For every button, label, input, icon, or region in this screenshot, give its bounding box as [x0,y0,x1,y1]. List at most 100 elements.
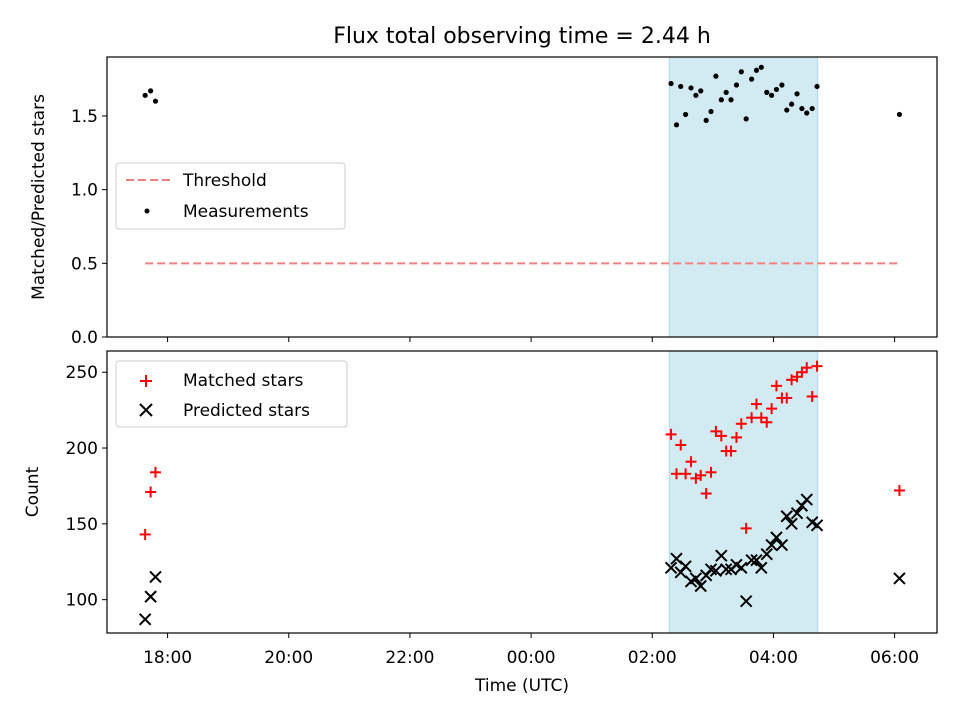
top-panel: 0.0 0.5 1.0 1.5 Matched/Predicted stars Thr… [29,56,938,348]
measurement-point [733,82,740,88]
matched-star-point [665,428,677,440]
matched-star-point [725,445,737,457]
matched-star-point [715,430,727,442]
measurement-point [753,67,760,73]
measurement-point [703,117,709,123]
matched-star-point [740,522,752,534]
measurement-point [673,122,680,128]
x-tick-label: 02:00 [628,648,677,668]
x-tick-label: 18:00 [143,648,192,668]
predicted-star-point [810,519,824,532]
predicted-star-point [664,561,678,575]
legend-matched-label: Matched stars [183,371,303,391]
measurement-point [668,80,674,87]
measurement-point [779,82,785,88]
matched-star-point [801,362,813,374]
measurement-point [678,83,684,90]
top-y-axis-label: Matched/Predicted stars [29,94,49,300]
predicted-star-point [800,493,813,506]
matched-star-point [811,360,823,372]
measurement-point [773,86,780,93]
measurement-point [713,73,719,79]
predicted-star-point [735,561,748,575]
bottom-y-tick-label: 250 [66,363,98,383]
measurement-point [682,111,689,118]
legend-measurements-marker [144,208,150,214]
measurement-point [743,116,749,122]
predicted-star-point [780,510,793,523]
bottom-panel: 100 150 200 250 18:00 20:00 22:00 00:00 02:00 04:… [23,350,938,668]
matched-star-point [675,439,687,451]
chart-title: Flux total observing time = 2.44 h [333,24,711,49]
matched-star-point [766,403,778,415]
predicted-star-point [694,579,707,593]
predicted-star-point [138,613,152,626]
bottom-y-tick-label: 200 [66,439,98,459]
predicted-star-point [670,552,683,565]
predicted-star-point [745,554,758,567]
x-tick-label: 00:00 [507,648,556,668]
top-legend: Threshold Measurements [115,162,346,230]
measurement-point [148,88,154,94]
x-tick-label: 04:00 [749,648,798,668]
legend-threshold-label: Threshold [182,171,267,191]
measurement-point [152,98,159,104]
bottom-plot-frame [106,350,938,634]
measurement-point [738,69,744,75]
x-tick-label: 22:00 [385,648,434,668]
predicted-star-point [144,590,157,603]
matched-star-point [735,418,747,430]
measurement-point [693,92,699,98]
top-y-tick-label: 0.5 [71,254,98,274]
predicted-star-point [739,594,753,608]
measurement-point [814,83,820,90]
matched-star-point [730,431,742,443]
matched-star-point [139,528,151,540]
legend-measurements-label: Measurements [183,202,309,222]
matched-star-point [750,398,762,410]
top-legend-box [115,162,346,230]
measurement-point [784,107,790,113]
matched-star-point [705,466,717,478]
predicted-star-point [790,507,804,520]
measurement-point [764,89,770,95]
top-y-tick-label: 1.5 [71,107,98,127]
measurement-point [896,111,903,118]
bottom-y-axis-label: Count [23,466,43,517]
matched-star-point [770,380,782,392]
measurement-point [758,64,764,70]
matched-star-point [145,486,157,498]
measurement-point [804,110,810,116]
measurement-point [688,85,694,91]
predicted-star-point [760,547,773,561]
measurement-point [809,105,815,112]
x-tick-label: 06:00 [870,648,919,668]
predicted-star-point [893,572,906,585]
measurement-point [142,92,148,98]
x-tick-label: 20:00 [264,648,313,668]
top-y-tick-label: 0.0 [71,328,98,348]
matched-star-point [685,456,697,468]
predicted-star-point [770,531,783,544]
predicted-star-point [149,570,162,584]
legend-matched-marker [140,375,152,387]
predicted-star-point [709,564,723,578]
measurement-point [698,88,704,94]
measurement-point [788,101,795,107]
matched-star-point [761,416,773,428]
measurement-point [794,91,800,97]
measurement-point [723,89,729,95]
legend-predicted-label: Predicted stars [183,401,310,421]
predicted-star-point [715,549,728,562]
matched-star-point [806,390,818,402]
matched-star-point [893,484,905,496]
matched-star-point [700,488,712,500]
predicted-star-point [689,572,703,585]
legend-predicted-marker [139,403,153,417]
predicted-star-point [750,554,763,567]
predicted-star-point [785,517,798,531]
x-axis-label: Time (UTC) [474,676,569,696]
matched-star-point [695,469,707,481]
measurement-point [728,97,734,103]
